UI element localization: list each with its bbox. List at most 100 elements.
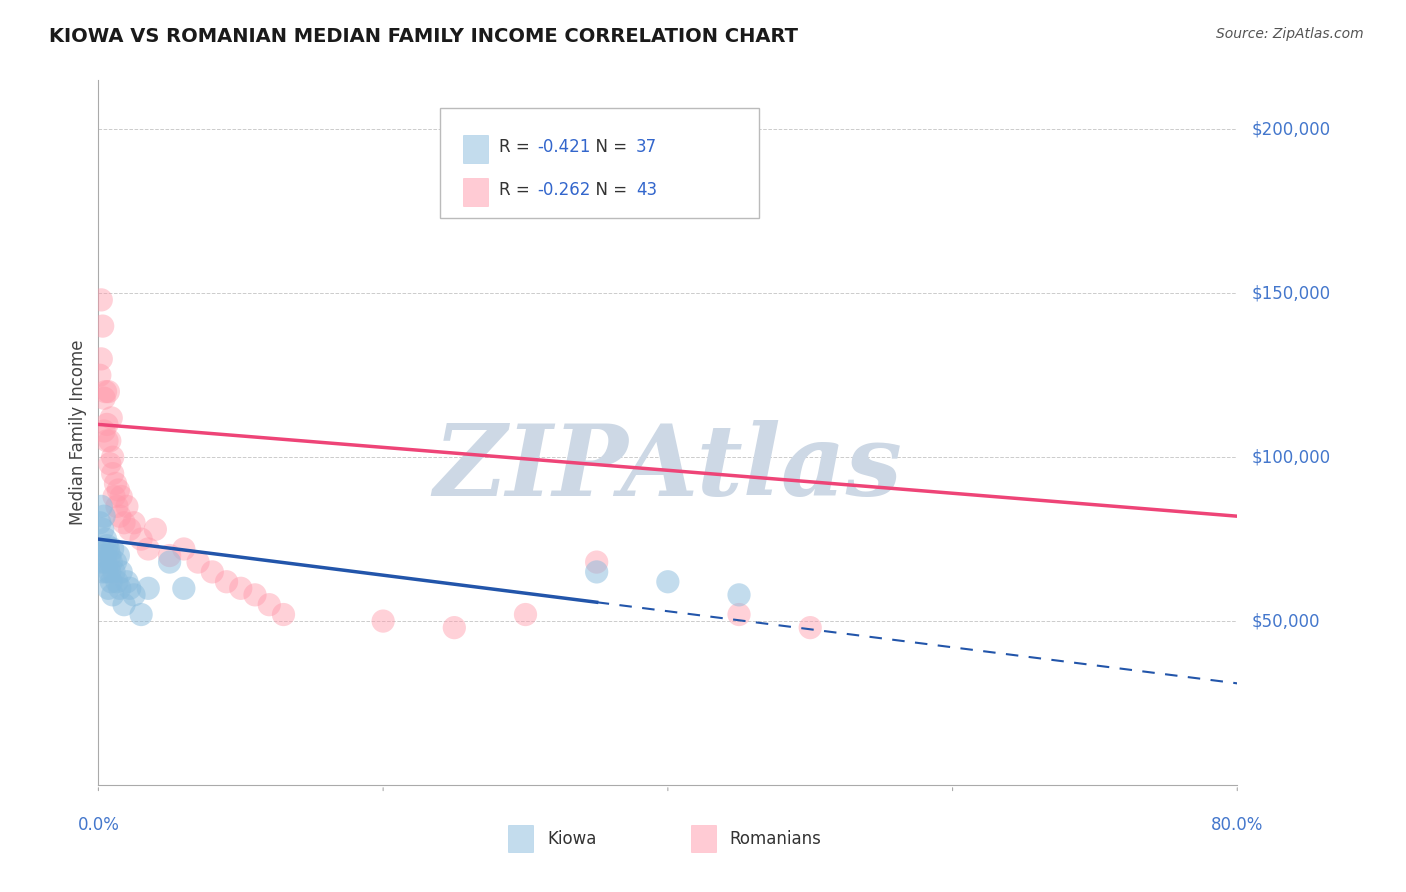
Point (112, 516, 135, 530)
Point (259, 598, 281, 612)
Point (657, 574, 679, 589)
Point (101, 588, 124, 602)
Text: Romanians: Romanians (730, 830, 821, 847)
Point (108, 582, 131, 596)
Point (97, 582, 120, 596)
Point (129, 607, 152, 622)
FancyBboxPatch shape (509, 825, 533, 852)
Text: R =: R = (499, 138, 536, 156)
Point (273, 607, 295, 622)
Text: 37: 37 (636, 138, 657, 156)
Point (115, 574, 138, 589)
Point (96, 417, 118, 432)
Point (94, 532, 117, 546)
Point (136, 541, 159, 556)
Point (173, 541, 195, 556)
Point (100, 555, 122, 569)
Point (373, 614, 395, 628)
Point (136, 582, 159, 596)
Point (96, 539, 118, 553)
Point (93, 391, 115, 405)
Point (94, 384, 117, 399)
Text: $100,000: $100,000 (1251, 448, 1330, 467)
Point (107, 549, 129, 563)
Text: $50,000: $50,000 (1251, 612, 1320, 630)
Text: 0.0%: 0.0% (77, 815, 120, 833)
Point (799, 621, 821, 635)
Point (91, 319, 114, 334)
Point (90, 293, 112, 307)
FancyBboxPatch shape (463, 136, 488, 163)
Point (89, 368, 111, 383)
Point (90, 500, 112, 514)
Text: -0.421: -0.421 (537, 138, 591, 156)
Text: R =: R = (499, 180, 536, 199)
Text: ZIPAtlas: ZIPAtlas (433, 419, 903, 516)
Point (101, 467, 124, 481)
FancyBboxPatch shape (463, 178, 488, 206)
Point (118, 582, 141, 596)
Point (90, 351, 112, 366)
Point (104, 476, 127, 491)
Point (93, 509, 115, 524)
Point (515, 607, 537, 622)
Point (90, 555, 112, 569)
Point (100, 410, 122, 425)
Point (97, 541, 120, 556)
Point (118, 522, 141, 536)
Point (110, 565, 132, 579)
Point (115, 500, 138, 514)
Point (103, 490, 125, 504)
Point (101, 541, 124, 556)
Text: -0.262: -0.262 (537, 180, 591, 199)
Point (96, 565, 118, 579)
FancyBboxPatch shape (690, 825, 716, 852)
Point (110, 490, 132, 504)
Point (103, 565, 125, 579)
Point (93, 549, 115, 563)
Point (173, 582, 195, 596)
Text: KIOWA VS ROMANIAN MEDIAN FAMILY INCOME CORRELATION CHART: KIOWA VS ROMANIAN MEDIAN FAMILY INCOME C… (49, 27, 799, 45)
Text: 43: 43 (636, 180, 657, 199)
Text: N =: N = (585, 180, 633, 199)
Point (443, 621, 465, 635)
Point (585, 565, 607, 579)
Point (105, 574, 128, 589)
Text: $200,000: $200,000 (1251, 120, 1330, 138)
Point (100, 574, 122, 589)
Point (585, 555, 607, 569)
Text: Source: ZipAtlas.com: Source: ZipAtlas.com (1216, 27, 1364, 41)
Point (159, 555, 181, 569)
Point (89, 516, 111, 530)
Point (201, 565, 224, 579)
Point (104, 555, 127, 569)
Point (96, 434, 118, 448)
Point (107, 483, 129, 497)
Point (122, 588, 145, 602)
Point (89, 541, 111, 556)
Point (129, 532, 152, 546)
Point (98, 434, 121, 448)
Point (91, 565, 114, 579)
Point (105, 500, 128, 514)
Text: 80.0%: 80.0% (1211, 815, 1264, 833)
Point (159, 549, 181, 563)
Point (243, 588, 266, 602)
Point (94, 555, 117, 569)
Point (101, 450, 124, 465)
Point (215, 574, 238, 589)
Point (108, 509, 131, 524)
Point (112, 598, 135, 612)
Point (93, 424, 115, 438)
Point (98, 457, 121, 471)
Point (98, 549, 121, 563)
Point (91, 522, 114, 536)
Text: $150,000: $150,000 (1251, 285, 1330, 302)
Point (728, 607, 751, 622)
Point (728, 588, 751, 602)
Point (145, 522, 167, 536)
Point (229, 582, 252, 596)
Point (97, 384, 120, 399)
Text: N =: N = (585, 138, 633, 156)
Point (187, 555, 209, 569)
